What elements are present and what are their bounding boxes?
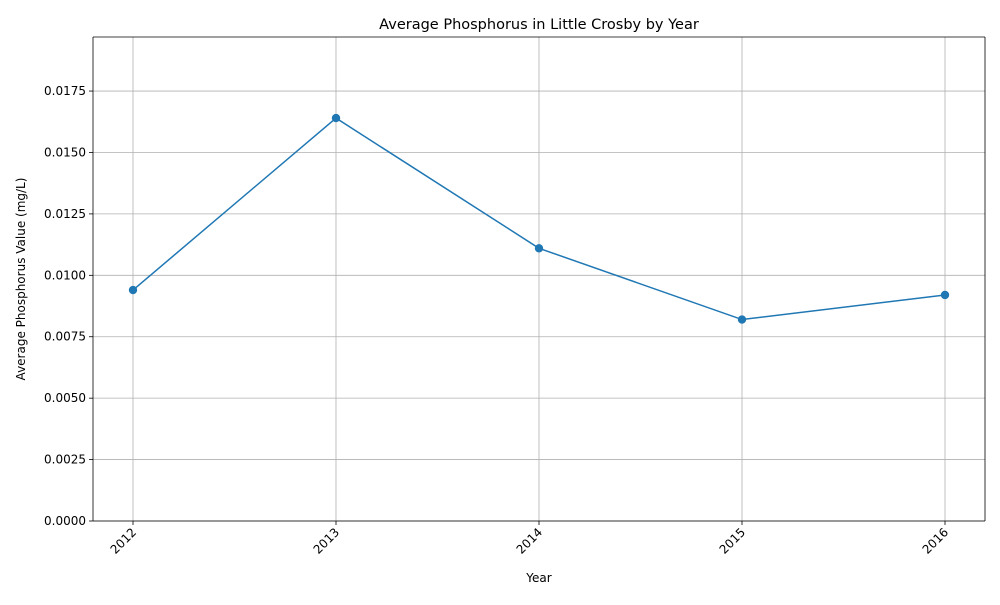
y-tick-label: 0.0075	[44, 330, 86, 344]
y-tick-label: 0.0125	[44, 207, 86, 221]
data-point	[940, 290, 950, 300]
data-point	[331, 113, 341, 123]
data-point	[737, 315, 747, 324]
chart-title: Average Phosphorus in Little Crosby by Y…	[379, 17, 699, 33]
y-axis-label: Average Phosphorus Value (mg/L)	[14, 178, 28, 381]
y-tick-label: 0.0150	[44, 145, 86, 159]
y-tick-label: 0.0050	[44, 391, 86, 405]
y-tick-label: 0.0100	[44, 268, 86, 282]
y-tick-label: 0.0175	[44, 84, 86, 98]
y-tick-label: 0.0000	[44, 514, 86, 528]
x-axis-label: Year	[525, 571, 551, 585]
y-tick-label: 0.0025	[44, 453, 86, 467]
grid-layer	[93, 37, 985, 522]
series-layer	[128, 113, 950, 324]
data-point	[128, 285, 138, 295]
data-point	[534, 244, 544, 253]
